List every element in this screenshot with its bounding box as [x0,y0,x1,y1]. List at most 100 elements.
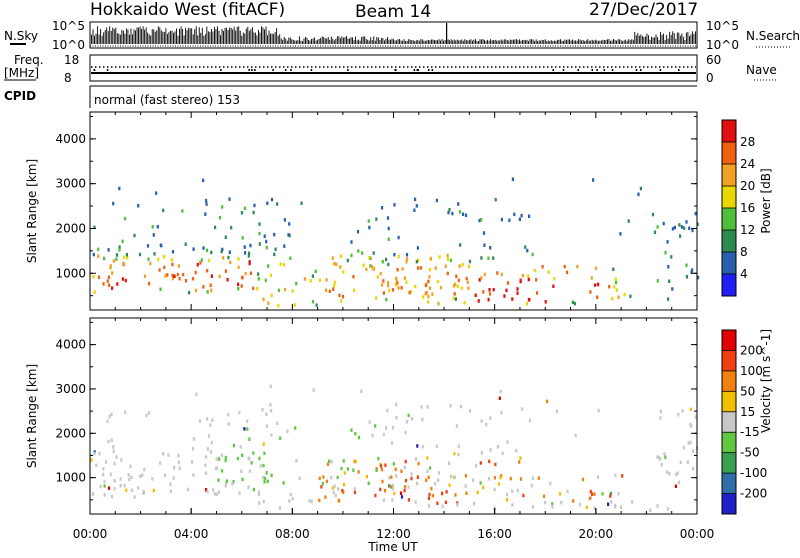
heat-cell [309,279,312,283]
heat-cell [125,488,128,492]
colorbar-segment [722,493,736,514]
freq-dot [254,69,256,71]
heat-cell [238,410,241,415]
heat-cell [103,256,106,261]
heat-cell [500,217,503,222]
heat-cell [206,290,209,294]
colorbar-tick-label: 8 [740,245,748,259]
heat-cell [543,494,546,498]
heat-cell [137,204,140,208]
heat-cell [612,267,615,271]
heat-cell [166,273,169,277]
heat-cell [531,252,534,257]
heat-cell [623,292,626,297]
heat-cell [463,301,466,305]
heat-cell [191,277,195,281]
heat-cell [267,301,270,305]
heat-cell [240,469,243,474]
freq-dot [220,69,222,71]
heat-cell [289,256,292,260]
y-tick-label: 4000 [55,338,86,352]
heat-cell [377,456,380,461]
heat-cell [461,212,465,216]
heat-cell [426,405,429,409]
freq-dot [428,69,430,71]
heat-cell [163,255,166,259]
heat-cell [505,288,508,293]
heat-cell [674,484,677,488]
heat-cell [286,429,289,434]
heat-cell [205,248,209,253]
colorbar-segment [722,252,736,274]
heat-cell [406,420,409,424]
heat-cell [631,500,634,504]
heat-cell [333,262,336,266]
heat-cell [220,453,224,458]
colorbar-tick-label: 200 [740,343,763,357]
heat-cell [416,444,419,448]
heat-cell [697,275,700,280]
heat-cell [536,291,539,295]
heat-cell [270,473,273,478]
heat-cell [386,216,390,220]
heat-cell [177,453,180,458]
heat-cell [224,455,227,460]
heat-cell [456,503,459,507]
heat-cell [128,477,131,482]
heat-cell [447,210,450,215]
heat-cell [103,479,106,484]
heat-cell [126,256,129,260]
heat-cell [215,457,218,461]
heat-cell [206,489,209,494]
heat-cell [421,444,424,449]
heat-cell [451,211,454,216]
heat-cell [621,474,624,478]
freq-panel-frame [89,54,698,82]
heat-cell [407,413,410,418]
heat-cell [186,487,189,492]
heat-cell [560,500,563,505]
heat-cell [480,451,483,455]
heat-cell [209,423,212,427]
heat-cell [178,466,181,470]
heat-cell [340,466,343,471]
heat-cell [342,270,345,274]
heat-cell [400,495,404,499]
heat-cell [429,466,432,470]
heat-cell [314,269,317,274]
heat-cell [696,222,699,226]
freq-dot [639,69,642,71]
heat-cell [427,300,430,304]
heat-cell [478,218,481,223]
heat-cell [480,218,483,222]
heat-cell [400,286,403,290]
heat-cell [263,234,266,238]
heat-cell [438,255,441,259]
heat-cell [113,479,116,483]
heat-cell [252,487,255,492]
y-tick-label: 2000 [55,426,86,440]
heat-cell [108,415,111,419]
heat-cell [199,261,202,265]
heat-cell [656,279,659,283]
heat-cell [422,295,425,299]
heat-cell [217,478,220,482]
heat-cell [112,201,115,206]
heat-cell [414,457,418,461]
heat-cell [263,451,266,456]
heat-cell [457,452,460,457]
heat-cell [264,476,267,481]
heat-cell [375,296,378,300]
colorbar-segment [722,142,736,164]
heat-cell [376,275,379,279]
heat-cell [515,448,518,453]
heat-cell [332,287,335,291]
noise-panel: N.Sky 10^5 10^0 10^5 10^0 N.Search [4,19,800,52]
heat-cell [119,483,122,488]
heat-cell [374,493,377,498]
heat-cell [480,256,483,260]
heat-cell [407,485,410,489]
heat-cell [332,490,335,495]
heat-cell [289,492,292,497]
heat-cell [436,501,439,505]
